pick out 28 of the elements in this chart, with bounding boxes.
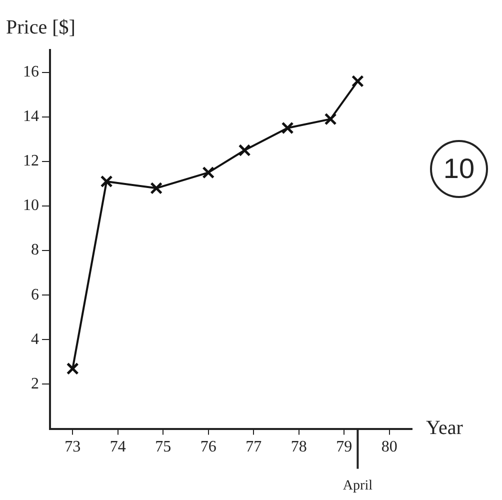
y-tick-label: 8 (31, 242, 39, 259)
point (281, 122, 294, 134)
x-tick-label: 77 (246, 438, 262, 456)
point (202, 166, 215, 179)
y-tick-label: 12 (23, 152, 39, 170)
point (150, 182, 163, 194)
point (238, 144, 251, 156)
y-tick-label: 2 (31, 375, 39, 392)
x-axis-title: Year (426, 417, 464, 440)
x-tick-label: 80 (381, 438, 398, 456)
y-tick-label: 14 (23, 108, 39, 126)
y-axis-title: Price [$] (6, 16, 76, 38)
x-tick-label: 78 (290, 438, 307, 456)
y-tick-label: 10 (23, 197, 39, 214)
y-tick-label: 6 (31, 286, 39, 304)
x-tick-label: 75 (155, 438, 172, 456)
ref-line-label: April (342, 478, 373, 494)
text: 10 (430, 140, 488, 198)
point (100, 175, 113, 188)
x-tick-label: 79 (336, 438, 352, 456)
point (66, 362, 79, 375)
x-tick-label: 73 (64, 438, 81, 456)
x-tick-label: 76 (200, 438, 216, 456)
point (352, 74, 364, 88)
point (324, 112, 337, 126)
y-tick-label: 4 (31, 330, 39, 348)
y-tick-label: 16 (23, 63, 39, 80)
x-tick-label: 74 (110, 438, 126, 456)
